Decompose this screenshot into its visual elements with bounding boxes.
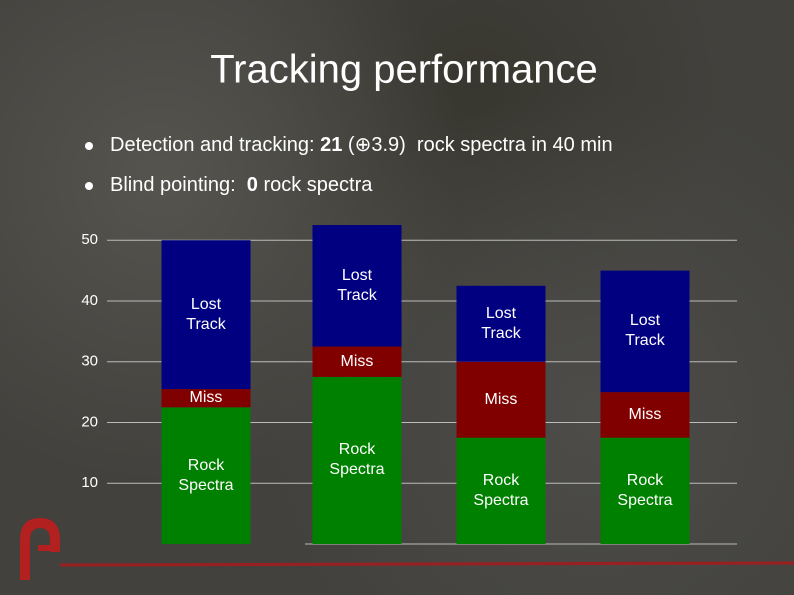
bar-segment [456,285,546,362]
y-tick-label: 40 [81,292,98,309]
bullet-text: 21 [320,134,342,156]
bar-segment [312,225,402,347]
segment-label: Miss [340,352,374,370]
segment-label: Miss [189,389,223,407]
bullet-text: (⊕3.9) rock spectra in 40 min [342,134,612,156]
bar-segment [161,407,251,544]
y-tick-label: 50 [81,231,98,248]
bullet-text: rock spectra [258,174,373,196]
bullet-dot [85,182,93,190]
bar-segment [312,376,402,544]
bar-segment [456,361,546,438]
y-tick-label: 10 [81,474,98,491]
segment-label: Lost Track [625,312,665,350]
bar-segment [161,240,251,390]
bullet: Blind pointing: 0 rock spectra [110,174,373,196]
bullet-text: Blind pointing: [110,174,247,196]
slide-title: Tracking performance [210,48,598,92]
segment-label: Miss [628,405,662,423]
y-tick-label: 20 [81,413,98,430]
segment-label: Lost Track [186,295,226,333]
segment-label: Rock Spectra [178,456,234,494]
segment-label: Lost Track [337,266,377,304]
y-tick-label: 30 [81,353,98,370]
segment-label: Lost Track [481,304,521,342]
bullet-text: 0 [247,174,258,196]
bar-segment [600,437,690,544]
bar-segment [161,389,251,408]
segment-label: Rock Spectra [617,471,673,509]
logo [20,518,60,580]
segment-label: Miss [484,390,518,408]
bar-segment [312,346,402,377]
bar-segment [600,270,690,393]
bar-segment [600,392,690,438]
bullet-dot [85,142,93,150]
bullet-text: Detection and tracking: [110,134,320,156]
decor-line [59,561,794,567]
bar-segment [456,437,546,544]
segment-label: Rock Spectra [329,441,385,479]
bullet: Detection and tracking: 21 (⊕3.9) rock s… [110,134,613,156]
segment-label: Rock Spectra [473,471,529,509]
